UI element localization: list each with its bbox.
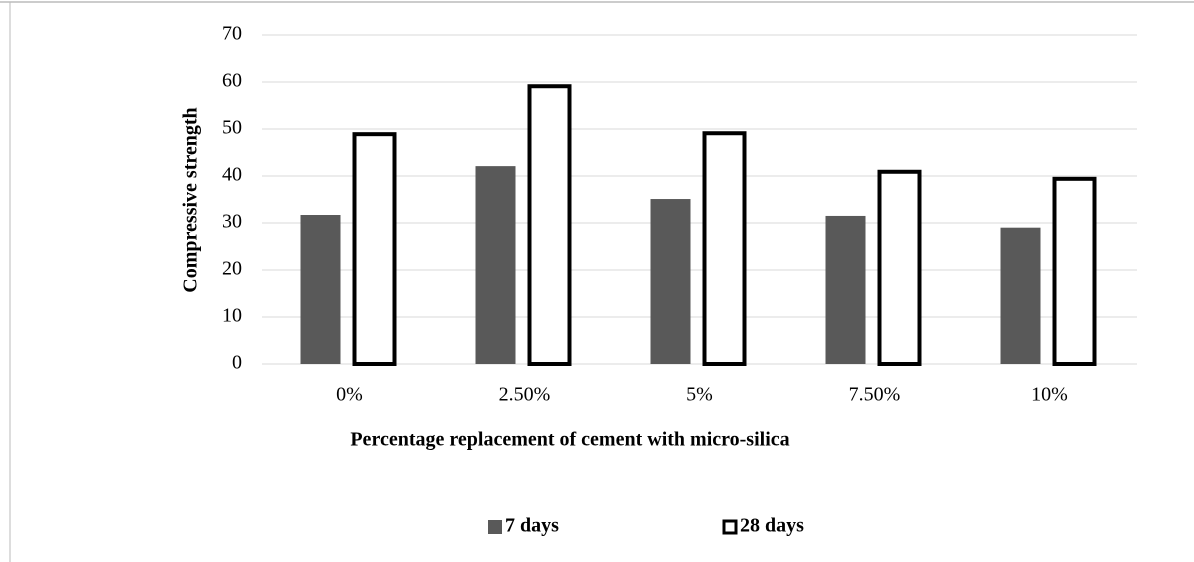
x-tick-label: 10% — [1031, 384, 1068, 406]
bar — [1052, 176, 1097, 366]
bar — [825, 215, 866, 364]
y-tick-label: 50 — [222, 117, 242, 139]
y-tick-label: 30 — [222, 211, 242, 233]
x-tick-label: 2.50% — [499, 384, 551, 406]
legend-label: 7 days — [505, 515, 559, 537]
bar — [702, 131, 747, 366]
y-axis-label: Compressive strength — [180, 107, 202, 292]
bar — [475, 166, 516, 364]
bar — [527, 84, 572, 366]
bar — [877, 169, 922, 366]
bar — [300, 215, 341, 364]
y-tick-label: 10 — [222, 305, 242, 327]
x-tick-label: 0% — [336, 384, 363, 406]
x-tick-label: 7.50% — [849, 384, 901, 406]
y-tick-label: 70 — [222, 23, 242, 45]
y-tick-label: 20 — [222, 258, 242, 280]
legend-label: 28 days — [740, 515, 804, 537]
y-tick-label: 40 — [222, 164, 242, 186]
bar — [352, 132, 397, 366]
x-tick-label: 5% — [686, 384, 713, 406]
bar — [650, 199, 691, 364]
legend-swatch — [722, 519, 738, 535]
y-tick-label: 0 — [232, 352, 242, 374]
x-axis-label: Percentage replacement of cement with mi… — [350, 429, 789, 451]
y-tick-label: 60 — [222, 70, 242, 92]
bar — [1000, 227, 1041, 364]
legend-swatch — [488, 520, 502, 534]
